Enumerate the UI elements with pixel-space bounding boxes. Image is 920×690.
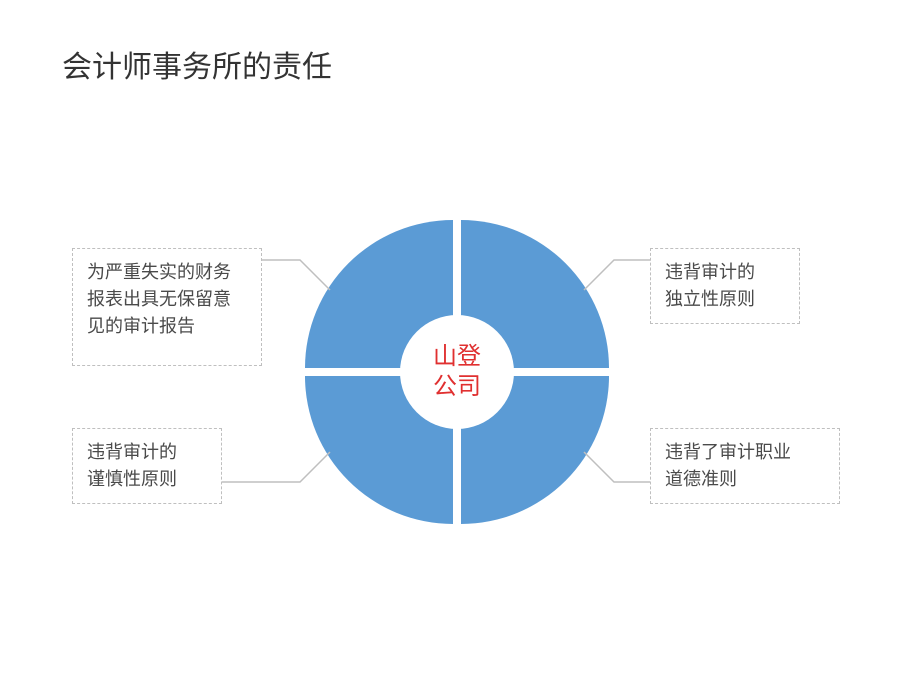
center-line1: 山登 bbox=[433, 344, 481, 370]
quadrant-diagram: 山登 公司 为严重失实的财务报表出具无保留意见的审计报告 违背审计的独立性原则 … bbox=[0, 0, 920, 690]
center-label: 山登 公司 bbox=[433, 342, 481, 402]
center-line2: 公司 bbox=[433, 374, 481, 400]
center-circle: 山登 公司 bbox=[400, 315, 514, 429]
